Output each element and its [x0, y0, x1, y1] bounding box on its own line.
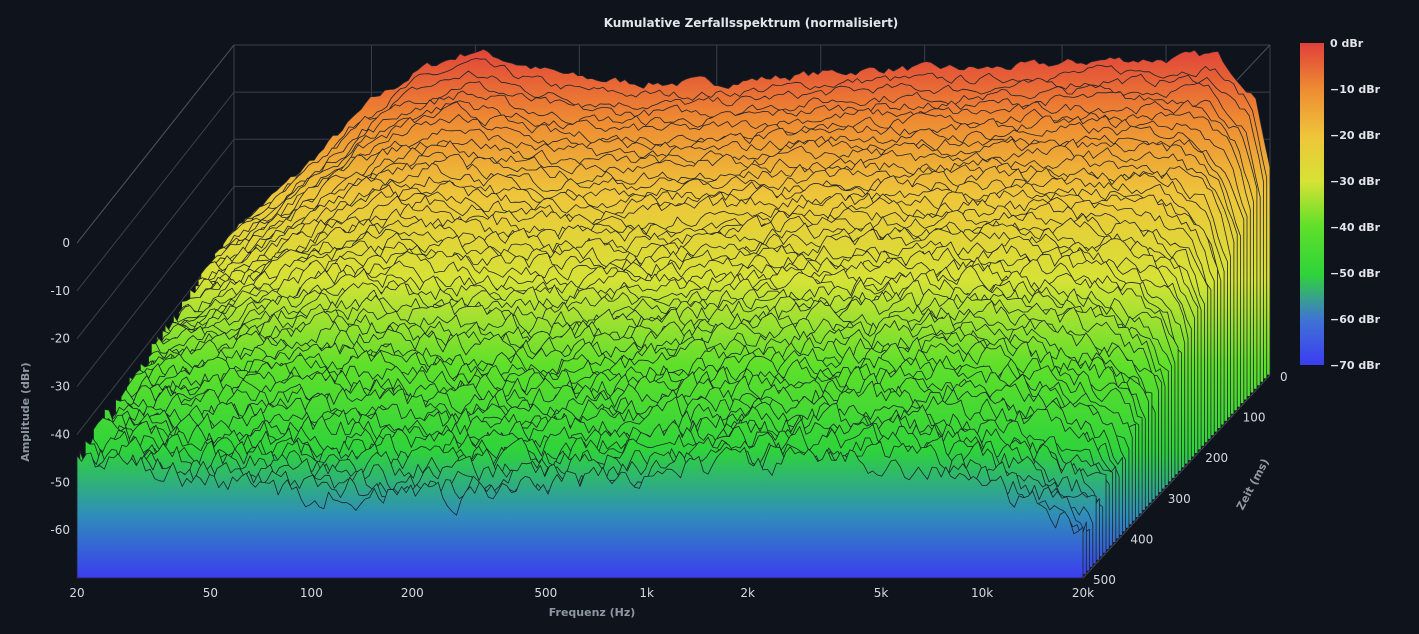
x-tick-label: 500 [534, 586, 557, 600]
x-tick-label: 20 [69, 586, 84, 600]
colorbar-tick-label: −20 dBr [1330, 129, 1381, 142]
colorbar-gradient [1300, 43, 1324, 365]
y-axis-ticks: 0 -10 -20 -30 -40 -50 -60 [50, 236, 70, 537]
x-tick-label: 2k [740, 586, 755, 600]
x-tick-label: 20k [1072, 586, 1094, 600]
y-tick-label: -20 [50, 332, 70, 346]
z-tick-label: 200 [1205, 451, 1228, 465]
z-tick-label: 400 [1130, 532, 1153, 546]
box-edge [1082, 374, 1271, 579]
side-wall-gridline [76, 138, 235, 340]
colorbar-tick-label: −30 dBr [1330, 175, 1381, 188]
side-wall-gridline [76, 91, 235, 292]
x-tick-label: 10k [971, 586, 993, 600]
x-axis-ticks: 20 50 100 200 500 1k 2k 5k 10k 20k [69, 586, 1094, 600]
colorbar-tick-label: −60 dBr [1330, 313, 1381, 326]
side-wall-gridline [76, 186, 235, 387]
colorbar-ticks: 0 dBr −10 dBr −20 dBr −30 dBr −40 dBr −50 dBr… [1330, 37, 1381, 372]
y-axis-title: Amplitude (dBr) [19, 362, 32, 461]
colorbar-tick-label: −10 dBr [1330, 83, 1381, 96]
y-tick-label: -10 [50, 284, 70, 298]
box-edge [76, 44, 235, 244]
y-tick-label: -40 [50, 427, 70, 441]
colorbar-tick-label: −40 dBr [1330, 221, 1381, 234]
z-tick-label: 0 [1280, 370, 1288, 384]
colorbar-tick-label: 0 dBr [1330, 37, 1364, 50]
x-tick-label: 50 [203, 586, 218, 600]
x-tick-label: 1k [639, 586, 654, 600]
y-tick-label: -50 [50, 475, 70, 489]
waterfall-slices [76, 48, 1271, 579]
x-axis-title: Frequenz (Hz) [549, 606, 636, 619]
y-tick-label: 0 [62, 236, 70, 250]
z-tick-label: 500 [1093, 573, 1116, 587]
colorbar-tick-label: −50 dBr [1330, 267, 1381, 280]
x-tick-label: 200 [401, 586, 424, 600]
x-tick-label: 100 [300, 586, 323, 600]
z-tick-label: 100 [1243, 411, 1266, 425]
colorbar-tick-label: −70 dBr [1330, 359, 1381, 372]
chart-title: Kumulative Zerfallsspektrum (normalisier… [604, 16, 899, 30]
y-tick-label: -30 [50, 380, 70, 394]
z-tick-label: 300 [1168, 492, 1191, 506]
z-axis-title: Zeit (ms) [1234, 456, 1272, 512]
colorbar: 0 dBr −10 dBr −20 dBr −30 dBr −40 dBr −50 dBr… [1300, 37, 1381, 372]
x-tick-label: 5k [874, 586, 889, 600]
y-tick-label: -60 [50, 523, 70, 537]
waterfall-slice [76, 446, 1084, 579]
z-axis-ticks: 0 100 200 300 400 500 [1093, 370, 1288, 587]
